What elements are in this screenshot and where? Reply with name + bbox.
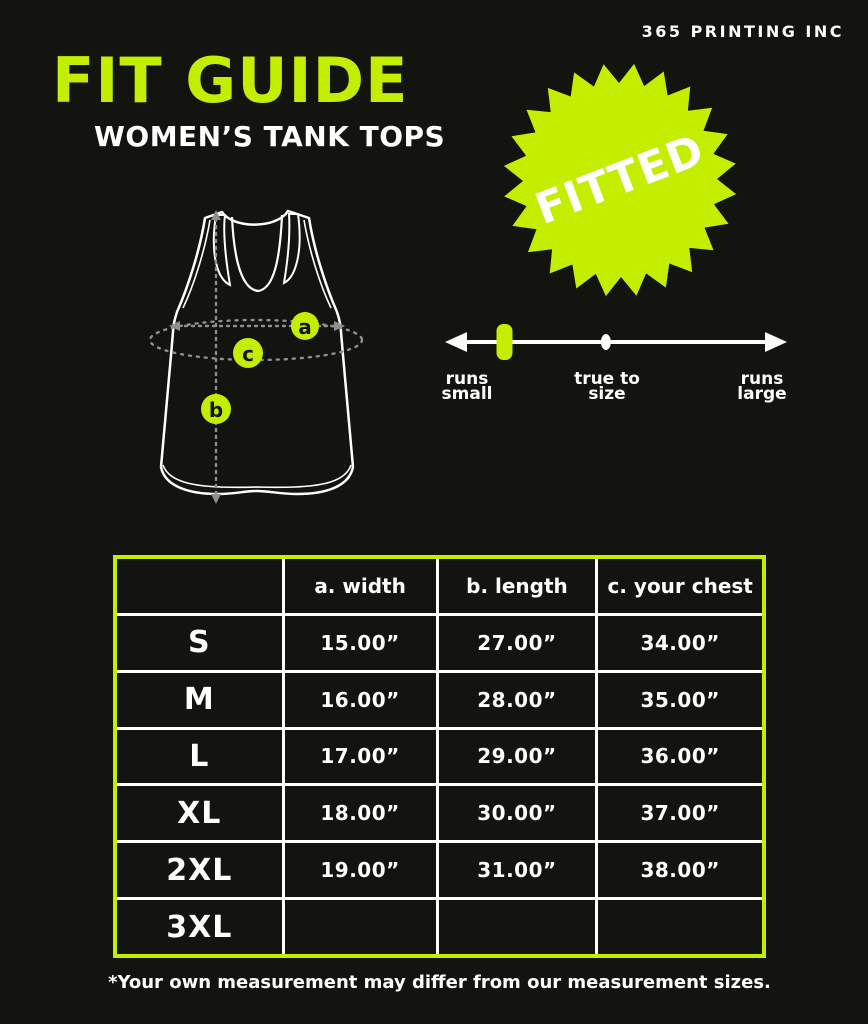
row-3xl-label: 3XL [117,900,282,954]
header-cell-chest: c. your chest [598,559,762,613]
tank-right-armhole [282,213,301,285]
page-title: FIT GUIDE [52,44,409,117]
row-m-chest: 35.00” [598,672,762,727]
point-c-marker [233,338,263,368]
row-l-chest: 36.00” [598,729,762,784]
row-s-length: 27.00” [438,615,596,670]
scale-label-runs-large: runs large [707,369,817,404]
row-m-length: 28.00” [438,672,596,727]
tank-outline [159,209,355,496]
row-xl-width: 18.00” [284,786,436,841]
row-xl-label: XL [117,786,282,841]
scale-label-true-to-size: true to size [552,369,662,404]
row-s-width: 15.00” [284,615,436,670]
scale-label-line: small [441,384,493,404]
point-b-label: b [209,398,223,422]
row-2xl-length: 31.00” [438,843,596,898]
scale-label-line: true to [574,369,640,389]
row-xl-chest: 37.00” [598,786,762,841]
length-arrow-bottom [211,494,221,504]
row-m-width: 16.00” [284,672,436,727]
row-s-chest: 34.00” [598,615,762,670]
size-chart-table: a. width b. length c. your chest S 15.00… [113,555,766,958]
scale-arrow-left-icon [445,332,467,352]
row-2xl-chest: 38.00” [598,843,762,898]
fit-scale [445,324,787,360]
scale-label-line: large [737,384,787,404]
tank-racerback-panel [230,214,284,293]
row-3xl-chest [598,900,762,954]
row-l-width: 17.00” [284,729,436,784]
row-s-label: S [117,615,282,670]
point-c-label: c [242,342,254,366]
scale-label-line: size [588,384,626,404]
scale-label-runs-small: runs small [412,369,522,404]
point-a-label: a [298,315,312,339]
row-m-label: M [117,672,282,727]
scale-arrow-right-icon [765,332,787,352]
point-b-marker [201,394,231,424]
measurement-disclaimer: *Your own measurement may differ from ou… [108,972,771,993]
scale-label-line: runs [740,369,784,389]
row-2xl-label: 2XL [117,843,282,898]
brand-name: 365 PRINTING INC [641,22,844,41]
header-cell-size [117,559,282,613]
page-subtitle: WOMEN’S TANK TOPS [94,120,446,153]
fitted-badge: FITTED [498,58,742,302]
scale-center-dot [600,334,611,350]
length-arrow-top [211,210,221,220]
tank-top-diagram: a c b [148,209,364,504]
starburst-icon [503,63,737,297]
width-arrow-right [334,321,345,331]
scale-marker [496,324,513,360]
header-cell-width: a. width [284,559,436,613]
header-cell-length: b. length [438,559,596,613]
tank-left-edging-line [182,219,211,309]
row-xl-length: 30.00” [438,786,596,841]
point-a-marker [291,312,319,340]
row-3xl-width [284,900,436,954]
row-3xl-length [438,900,596,954]
row-l-length: 29.00” [438,729,596,784]
tank-right-edging-line [303,219,332,309]
tank-left-armhole [212,214,232,287]
tank-hem-inner-line [162,464,352,489]
row-l-label: L [117,729,282,784]
chest-circumference-ellipse [148,318,364,362]
row-2xl-width: 19.00” [284,843,436,898]
width-arrow-left [169,321,180,331]
scale-label-line: runs [445,369,489,389]
fitted-badge-star [503,63,737,297]
